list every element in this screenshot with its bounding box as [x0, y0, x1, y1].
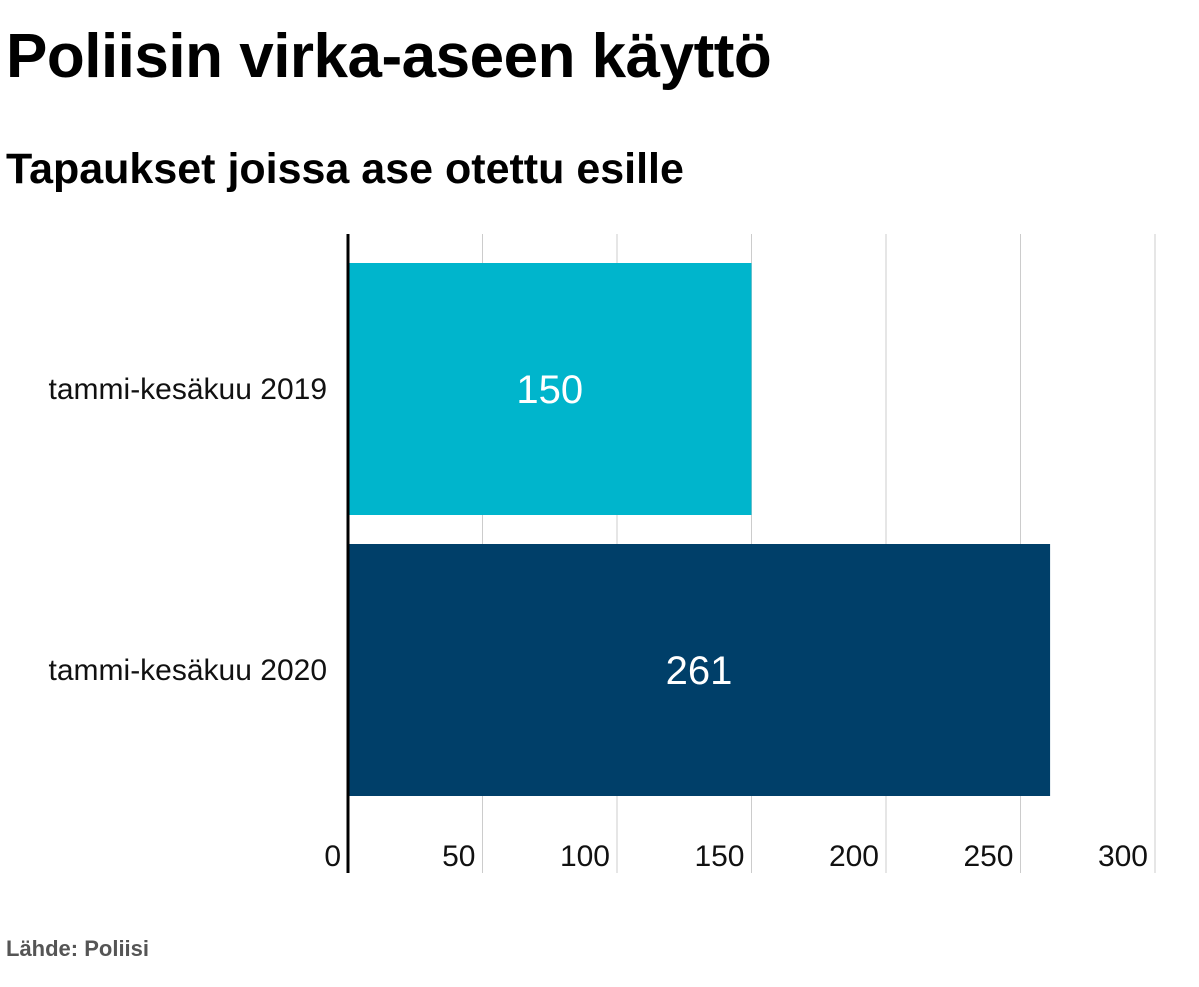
x-tick-label-250: 250 — [963, 840, 1013, 873]
category-label-1: tammi-kesäkuu 2019 — [49, 373, 327, 406]
data-label-2: 261 — [666, 649, 733, 693]
chart-title: Poliisin virka-aseen käyttö — [6, 22, 772, 91]
bar-2 — [348, 544, 1051, 796]
bar-1 — [348, 263, 752, 515]
chart-subtitle: Tapaukset joissa ase otettu esille — [6, 145, 684, 193]
x-tick-label-50: 50 — [442, 840, 475, 873]
source-note: Lähde: Poliisi — [6, 936, 150, 961]
x-tick-label-0: 0 — [324, 840, 341, 873]
x-tick-label-150: 150 — [694, 840, 744, 873]
data-label-1: 150 — [516, 368, 583, 412]
x-tick-label-300: 300 — [1098, 840, 1148, 873]
category-label-2: tammi-kesäkuu 2020 — [49, 654, 327, 687]
x-tick-label-100: 100 — [560, 840, 610, 873]
x-tick-label-200: 200 — [829, 840, 879, 873]
